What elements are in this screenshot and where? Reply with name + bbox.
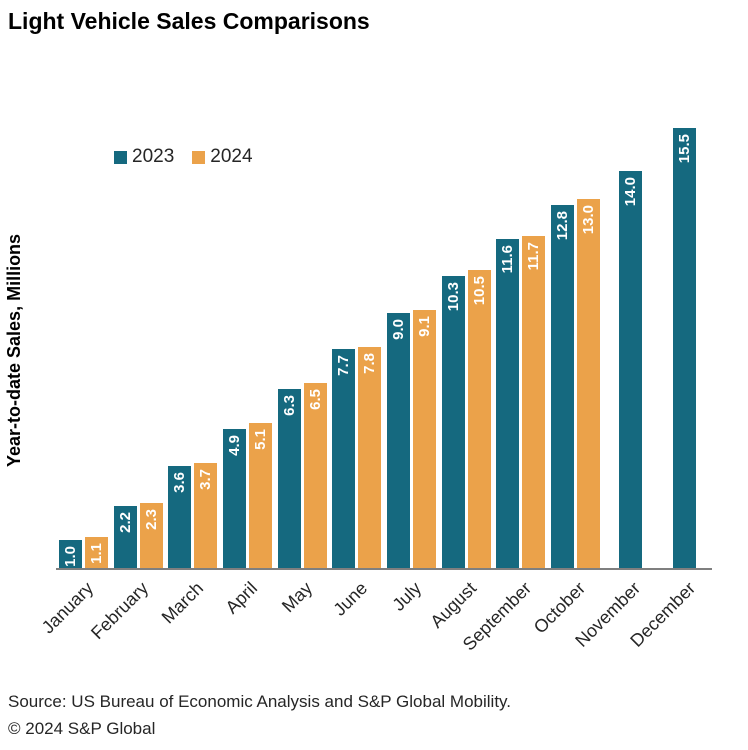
month-group-may: 6.3 6.5 May (275, 130, 330, 616)
bar-2024-february: 2.3 (139, 503, 163, 568)
bar-value-label: 3.7 (197, 469, 215, 490)
month-group-april: 4.9 5.1 April (220, 130, 275, 618)
bar-2023-february: 2.2 (113, 506, 137, 568)
bar-value-label: 1.1 (87, 543, 105, 564)
bar-value-label: 10.3 (444, 282, 462, 312)
bar-2023-november: 14.0 (618, 171, 642, 568)
x-axis-label-february: February (87, 578, 153, 644)
bar-2023-may: 6.3 (277, 389, 301, 568)
bar-value-label: 13.0 (579, 205, 597, 235)
month-group-july: 9.0 9.1 July (384, 130, 439, 615)
bar-2024-october: 13.0 (576, 199, 600, 568)
bar-value-label: 6.3 (280, 395, 298, 416)
legend-item-2024: 2024 (192, 146, 253, 168)
legend-label-2023: 2023 (132, 146, 175, 167)
bar-2023-october: 12.8 (550, 205, 574, 568)
bar-2024-january: 1.1 (84, 537, 108, 568)
y-axis-label: Year-to-date Sales, Millions (4, 233, 24, 467)
bar-value-label: 4.9 (225, 435, 243, 456)
x-axis-label-july: July (388, 578, 426, 615)
bar-2023-june: 7.7 (332, 349, 356, 568)
month-group-june: 7.7 7.8 June (329, 130, 384, 620)
bar-value-label: 1.0 (61, 546, 79, 567)
bar-value-label: 15.5 (676, 134, 694, 164)
bar-2024-august: 10.5 (467, 270, 491, 568)
bar-value-label: 6.5 (306, 389, 324, 410)
month-group-august: 10.3 10.5 August (426, 130, 494, 632)
bar-value-label: 11.7 (525, 242, 543, 271)
bar-groups: 1.0 1.1 January 2.2 2.3 February 3.6 3.7 March 4.… (38, 128, 712, 654)
source-text: Source: US Bureau of Economic Analysis a… (8, 692, 512, 712)
bar-value-label: 9.1 (415, 316, 433, 337)
bar-2023-september: 11.6 (496, 239, 520, 568)
bar-2023-july: 9.0 (386, 313, 410, 568)
bar-2023-january: 1.0 (58, 540, 82, 568)
bar-2023-august: 10.3 (441, 276, 465, 568)
bar-value-label: 11.6 (499, 245, 517, 274)
bar-value-label: 7.8 (361, 353, 379, 374)
copyright-text: © 2024 S&P Global (8, 718, 156, 738)
plot-area: 2023 2024 1.0 1.1 January 2.2 2.3 February 3.6… (38, 128, 712, 654)
month-group-september: 11.6 11.7 September (458, 130, 548, 654)
bar-2024-march: 3.7 (194, 463, 218, 568)
legend-swatch-2023 (114, 150, 127, 164)
bar-2024-september: 11.7 (522, 236, 546, 568)
bar-2024-april: 5.1 (248, 423, 272, 568)
legend-swatch-2024 (192, 150, 206, 164)
chart-title: Light Vehicle Sales Comparisons (8, 8, 370, 34)
x-axis-label-june: June (329, 578, 371, 620)
bar-value-label: 9.0 (389, 319, 407, 340)
legend-label-2024: 2024 (210, 146, 253, 167)
x-axis-label-april: April (221, 578, 262, 618)
bar-value-label: 2.3 (142, 509, 160, 530)
month-group-november: 14.0 November (571, 130, 658, 651)
bar-2024-july: 9.1 (412, 310, 436, 568)
bar-2023-april: 4.9 (222, 429, 246, 568)
bar-value-label: 5.1 (251, 429, 269, 450)
month-group-february: 2.2 2.3 February (87, 130, 166, 643)
bar-2024-may: 6.5 (303, 383, 327, 568)
bar-value-label: 14.0 (621, 177, 639, 207)
bar-value-label: 7.7 (335, 355, 353, 376)
bar-value-label: 12.8 (553, 211, 571, 241)
month-group-january: 1.0 1.1 January (38, 130, 111, 637)
legend: 2023 2024 (114, 146, 253, 168)
legend-item-2023: 2023 (114, 146, 174, 168)
month-group-march: 3.6 3.7 March (157, 130, 220, 628)
bar-value-label: 2.2 (116, 512, 134, 533)
footer: Source: US Bureau of Economic Analysis a… (8, 689, 511, 742)
bar-2023-december: 15.5 (673, 128, 697, 568)
bar-value-label: 3.6 (171, 472, 189, 493)
x-axis-label-march: March (157, 578, 207, 628)
x-axis-label-may: May (277, 578, 317, 617)
bar-value-label: 10.5 (470, 276, 488, 306)
bar-2024-june: 7.8 (358, 347, 382, 568)
bar-2023-march: 3.6 (168, 466, 192, 568)
x-axis-label-august: August (426, 578, 481, 632)
month-group-october: 12.8 13.0 October (530, 130, 603, 637)
month-group-december: 15.5 December (626, 128, 712, 651)
